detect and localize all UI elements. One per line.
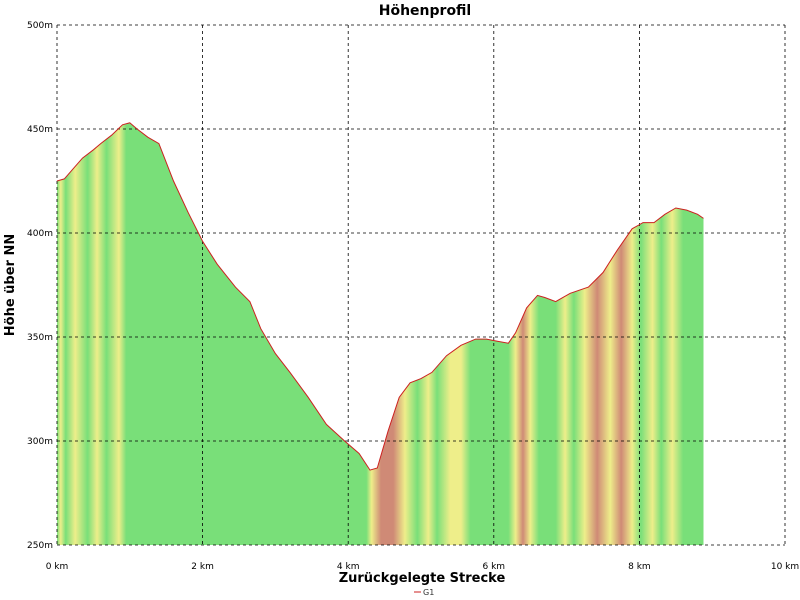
x-axis-label: Zurückgelegte Strecke — [339, 571, 506, 586]
y-axis-label: Höhe über NN — [3, 234, 18, 336]
y-tick-label: 350m — [27, 333, 53, 343]
legend-label-g1: G1 — [423, 588, 434, 597]
chart-title: Höhenprofil — [379, 3, 471, 19]
y-tick-label: 400m — [27, 229, 53, 239]
y-tick-label: 250m — [27, 541, 53, 551]
y-axis-ticks: 250m 300m 350m 400m 450m 500m — [27, 21, 53, 551]
x-tick-label: 2 km — [191, 562, 214, 572]
x-tick-label: 10 km — [771, 562, 799, 572]
y-tick-label: 450m — [27, 125, 53, 135]
x-tick-label: 0 km — [46, 562, 69, 572]
series-line-g1 — [56, 122, 704, 471]
y-tick-label: 500m — [27, 21, 53, 31]
x-tick-label: 6 km — [483, 562, 506, 572]
x-axis-ticks: 0 km 2 km 4 km 6 km 8 km 10 km — [46, 562, 799, 572]
y-tick-label: 300m — [27, 437, 53, 447]
grid-lines — [56, 24, 786, 546]
x-tick-label: 8 km — [628, 562, 651, 572]
x-tick-label: 4 km — [337, 562, 360, 572]
legend: G1 — [414, 588, 434, 597]
